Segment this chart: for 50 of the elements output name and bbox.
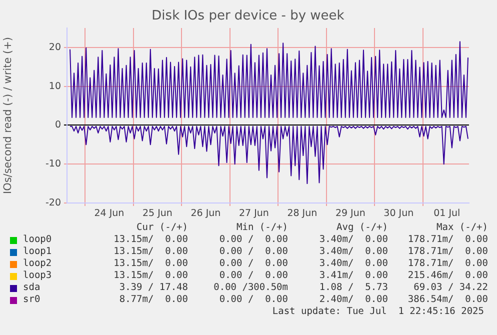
legend-label: loop3	[22, 270, 53, 282]
text: 3.40m/ 0.00	[318, 234, 388, 246]
legend-label: sr0	[22, 294, 42, 306]
legend-label: loop2	[22, 258, 53, 270]
text: Avg (-/+)	[336, 222, 388, 234]
y-tick-label: 10	[48, 80, 61, 92]
x-tick-label: 01 Jul	[434, 208, 460, 220]
text: 0.00 / 0.00	[218, 270, 288, 282]
text: 0.00 / 0.00	[218, 258, 288, 270]
text: 69.03 / 34.22	[412, 282, 488, 294]
text: 3.41m/ 0.00	[318, 270, 388, 282]
text: 386.54m/ 0.00	[406, 294, 488, 306]
text: 8.77m/ 0.00	[118, 294, 188, 306]
chart-title: Disk IOs per device - by week	[152, 8, 345, 24]
text: 13.15m/ 0.00	[112, 258, 188, 270]
text: Cur (-/+)	[136, 222, 188, 234]
text: Last update: Tue Jul 1 22:45:16 2025	[272, 306, 484, 318]
text: 3.39 / 17.48	[118, 282, 188, 294]
x-tick-label: 29 Jun	[335, 208, 366, 220]
legend-label: loop0	[22, 234, 53, 246]
text: 0.00 /300.50m	[212, 282, 288, 294]
x-tick-label: 26 Jun	[190, 208, 221, 220]
y-axis-title: IOs/second read (-) / write (+)	[2, 36, 14, 194]
text: 13.15m/ 0.00	[112, 246, 188, 258]
text: 0.00 / 0.00	[218, 234, 288, 246]
text: 3.40m/ 0.00	[318, 258, 388, 270]
legend-label: loop1	[22, 246, 53, 258]
x-tick-label: 27 Jun	[238, 208, 269, 220]
y-tick-label: 0	[54, 120, 61, 131]
x-tick-label: 25 Jun	[142, 208, 172, 220]
legend-label: sda	[22, 282, 42, 294]
text: 178.71m/ 0.00	[406, 258, 488, 270]
text: 2.40m/ 0.00	[318, 294, 388, 306]
text: Min (-/+)	[236, 222, 288, 234]
text: 0.00 / 0.00	[218, 294, 288, 306]
text: 215.46m/ 0.00	[406, 270, 488, 282]
x-tick-label: 28 Jun	[287, 208, 318, 220]
text: 1.08 / 5.73	[318, 282, 388, 294]
y-tick-label: -10	[45, 158, 61, 170]
text: 178.71m/ 0.00	[406, 246, 488, 258]
x-tick-label: 30 Jun	[384, 208, 414, 220]
text: 3.40m/ 0.00	[318, 246, 388, 258]
text: 178.71m/ 0.00	[406, 234, 488, 246]
x-tick-label: 24 Jun	[94, 208, 124, 220]
y-tick-label: 20	[48, 42, 61, 53]
text: 0.00 / 0.00	[218, 246, 288, 258]
text: 13.15m/ 0.00	[112, 270, 188, 282]
y-tick-label: -20	[45, 197, 61, 208]
text: 13.15m/ 0.00	[112, 234, 188, 246]
text: Max (-/+)	[436, 222, 488, 234]
